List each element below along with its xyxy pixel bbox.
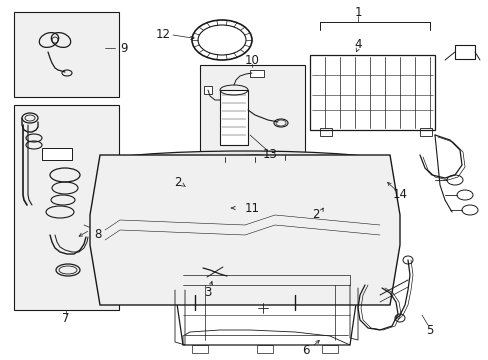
Bar (220, 90, 247, 145)
Text: 2: 2 (312, 208, 319, 221)
Text: 1: 1 (353, 5, 361, 18)
Text: 3: 3 (204, 285, 211, 298)
Bar (309, 55, 434, 130)
Bar (192, 345, 207, 353)
Text: 6: 6 (302, 343, 309, 356)
Text: 8: 8 (94, 229, 102, 242)
Polygon shape (90, 155, 399, 305)
Bar (320, 194, 328, 198)
Bar (318, 196, 330, 204)
Text: 4: 4 (353, 39, 361, 51)
Bar (419, 128, 431, 136)
Bar (321, 345, 337, 353)
Text: 14: 14 (392, 189, 407, 202)
Ellipse shape (226, 155, 283, 175)
Text: 9: 9 (120, 41, 127, 54)
Ellipse shape (100, 151, 389, 175)
Text: 11: 11 (244, 202, 260, 215)
Bar (454, 45, 474, 59)
Text: 10: 10 (244, 54, 259, 67)
Bar (14, 12, 119, 97)
Text: 5: 5 (426, 324, 433, 337)
Text: 13: 13 (262, 148, 277, 162)
Bar (249, 70, 264, 77)
Text: 2: 2 (174, 175, 182, 189)
Text: 12: 12 (156, 28, 171, 41)
Bar (200, 65, 305, 180)
Bar (319, 128, 331, 136)
Bar (42, 148, 72, 160)
Bar (257, 345, 272, 353)
Bar (203, 86, 212, 94)
Text: 7: 7 (62, 311, 70, 324)
Bar (14, 105, 119, 310)
Polygon shape (175, 275, 357, 345)
